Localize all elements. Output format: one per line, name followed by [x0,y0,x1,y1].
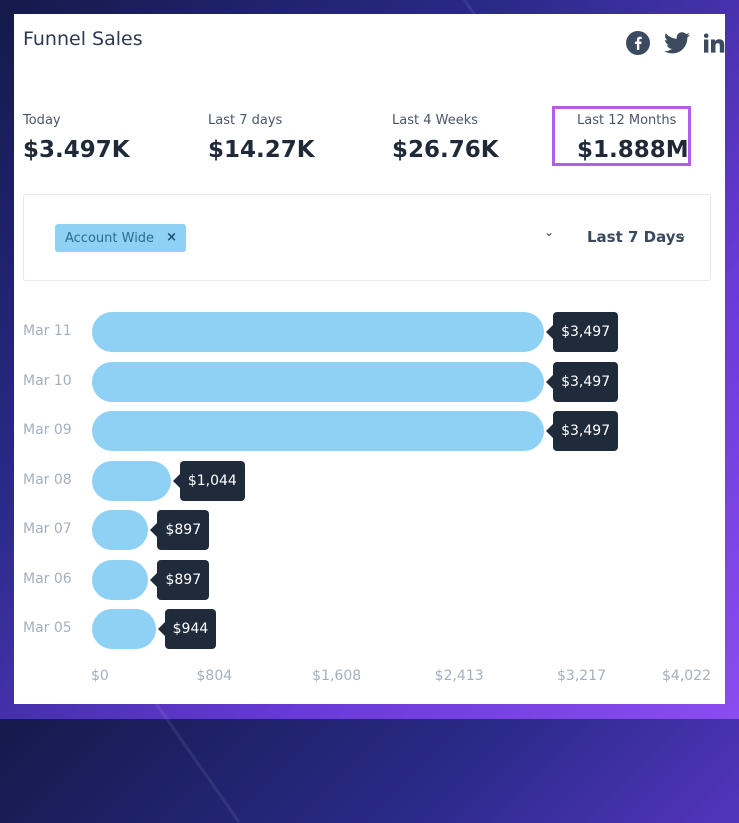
value-label: $897 [150,510,210,550]
x-tick-label: $4,022 [662,668,711,684]
stat-value-today: $3.497K [23,137,130,163]
stat-value-last-7-days: $14.27K [208,137,315,163]
bar[interactable] [92,411,545,451]
stat-value-last-4-weeks: $26.76K [392,137,499,163]
value-label: $3,497 [546,361,619,402]
row-label: Mar 06 [23,570,72,587]
value-label: $3,497 [546,411,619,451]
period-selector[interactable]: Last 7 Days [587,228,685,246]
stat-label-today: Today [23,113,61,128]
row-label: Mar 11 [23,323,72,339]
tag-label: Account Wide [65,230,155,246]
value-label: $3,497 [546,312,619,352]
widget-title: Funnel Sales [23,28,143,50]
bar[interactable] [92,361,545,402]
row-label: Mar 07 [23,521,72,537]
period-chevron-down-icon[interactable]: ⌄ [677,228,688,242]
value-label: $1,044 [172,460,245,501]
twitter-icon[interactable] [664,31,690,55]
highlight-box [552,106,691,166]
stat-value-last-12-months: $1.888M [577,137,689,163]
bar[interactable] [92,312,545,352]
x-tick-label: $1,608 [312,668,362,684]
filter-panel: Account Wide × ⌄ Last 7 Days ⌄ [23,194,711,281]
chevron-down-icon[interactable]: ⌄ [544,225,555,239]
row-label: Mar 09 [23,422,72,438]
stat-label-last-7-days: Last 7 days [208,113,283,128]
bar[interactable] [92,609,156,649]
funnel-sales-card: Funnel Sales Today $3.497K Last 7 days $… [14,14,725,704]
account-wide-tag[interactable]: Account Wide × [55,224,186,252]
bar[interactable] [92,559,149,600]
value-label: $944 [157,609,217,649]
bar[interactable] [92,460,171,501]
facebook-icon[interactable] [626,31,650,55]
close-icon[interactable]: × [166,230,177,245]
row-label: Mar 08 [23,471,72,488]
x-tick-label: $0 [91,668,109,684]
x-tick-label: $804 [196,668,233,684]
row-label: Mar 10 [23,372,72,389]
x-tick-label: $3,217 [557,668,606,684]
value-label: $897 [150,559,210,600]
linkedin-icon[interactable] [704,31,725,55]
bar[interactable] [92,510,149,550]
x-tick-label: $2,413 [434,668,484,684]
stat-label-last-12-months: Last 12 Months [577,113,677,128]
stat-label-last-4-weeks: Last 4 Weeks [392,113,479,128]
row-label: Mar 05 [23,620,72,636]
